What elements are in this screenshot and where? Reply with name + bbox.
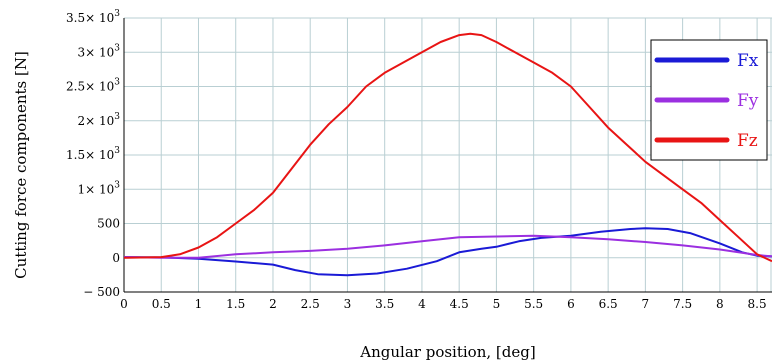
x-tick-label: 1.5 [226, 297, 245, 311]
x-tick-label: 4 [418, 297, 426, 311]
y-tick-label-main: 1.5× 10 [66, 148, 114, 162]
x-tick-label: 3 [344, 297, 352, 311]
x-tick-label: 5 [493, 297, 501, 311]
y-tick-label: 2× 103 [77, 112, 120, 128]
x-tick-label: 2.5 [301, 297, 320, 311]
series-line-fx [123, 227, 772, 277]
x-axis: 0 0.5 1 1.5 2 2.5 3 3.5 4 4.5 5 5.5 6 6.5 7 7.5 8 8.5 [120, 291, 772, 311]
x-tick-label: 0.5 [152, 297, 171, 311]
series-line-fy [123, 234, 772, 259]
x-tick-label: 8.5 [748, 297, 767, 311]
legend: Fx Fy Fz [650, 39, 768, 161]
x-tick-label: 4.5 [450, 297, 469, 311]
x-tick-label: 5.5 [524, 297, 543, 311]
y-tick-label: 1× 103 [77, 180, 120, 196]
y-tick-label-main: 2× 10 [77, 114, 114, 128]
y-axis-title: Cutting force components [N] [12, 51, 30, 279]
y-tick-label: 3.5× 103 [66, 9, 120, 25]
x-tick-label: 6.5 [599, 297, 618, 311]
y-tick-label-main: 0 [112, 251, 120, 265]
y-tick-label-exponent: 3 [114, 43, 120, 53]
x-tick-label: 2 [269, 297, 277, 311]
y-tick-label-exponent: 3 [114, 180, 120, 190]
y-tick-label-exponent: 3 [114, 9, 120, 19]
legend-label-fx: Fx [737, 51, 759, 71]
y-tick-label: 0 [112, 251, 120, 265]
y-tick-label-exponent: 3 [114, 78, 120, 88]
y-tick-label: − 500 [83, 285, 120, 299]
x-tick-label: 3.5 [375, 297, 394, 311]
y-tick-label-exponent: 3 [114, 146, 120, 156]
y-tick-label-main: 2.5× 10 [66, 80, 114, 94]
x-tick-label: 7 [642, 297, 650, 311]
y-tick-label: 2.5× 103 [66, 78, 120, 94]
y-tick-label-main: − 500 [83, 285, 120, 299]
x-axis-title: Angular position, [deg] [359, 343, 535, 361]
x-tick-label: 8 [716, 297, 724, 311]
x-tick-label: 6 [567, 297, 575, 311]
y-tick-label-main: 500 [97, 217, 120, 231]
x-tick-label: 1 [195, 297, 203, 311]
y-tick-label-main: 3.5× 10 [66, 11, 114, 25]
legend-label-fy: Fy [737, 91, 759, 111]
series-line-fz [123, 32, 772, 263]
y-tick-label-exponent: 3 [114, 112, 120, 122]
y-tick-label: 3× 103 [77, 43, 120, 59]
legend-label-fz: Fz [737, 131, 758, 151]
y-tick-label: 500 [97, 217, 120, 231]
x-tick-label: 0 [120, 297, 128, 311]
x-tick-label: 7.5 [673, 297, 692, 311]
series-lines [123, 32, 772, 277]
y-tick-label-main: 1× 10 [77, 182, 114, 196]
y-tick-label: 1.5× 103 [66, 146, 120, 162]
y-tick-label-main: 3× 10 [77, 45, 114, 59]
